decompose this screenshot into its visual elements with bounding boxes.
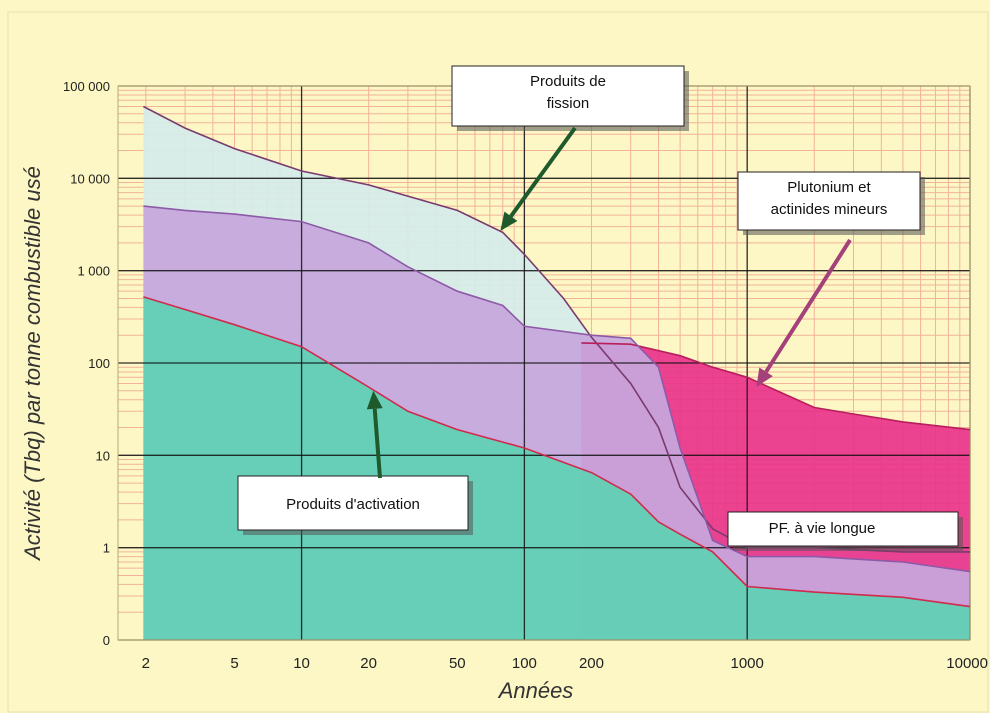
callout-text: Plutonium et bbox=[787, 179, 871, 196]
y-axis-title: Activité (Tbq) par tonne combustible usé bbox=[20, 166, 45, 562]
y-tick-label: 1 000 bbox=[77, 264, 110, 279]
annotation-callout: Produits de fission bbox=[451, 65, 689, 231]
y-tick-label: 100 000 bbox=[63, 79, 110, 94]
callout-arrow-shaft bbox=[509, 126, 577, 218]
series-line-3 bbox=[143, 296, 971, 608]
x-tick-label: 2 bbox=[142, 655, 150, 672]
callout-text: fission bbox=[547, 95, 590, 112]
callout-box bbox=[451, 65, 685, 127]
y-tick-label: 0 bbox=[103, 633, 110, 648]
callout-box bbox=[727, 511, 959, 547]
y-tick-label: 100 bbox=[88, 356, 110, 371]
callout-arrow-head bbox=[366, 390, 383, 410]
callout-box bbox=[737, 171, 921, 231]
series-line-1 bbox=[581, 342, 971, 431]
annotation-callout: Produits d'activation bbox=[237, 390, 473, 535]
callout-arrow-shaft bbox=[764, 238, 852, 373]
x-tick-label: 20 bbox=[360, 655, 377, 672]
callout-text: PF. à vie longue bbox=[769, 520, 876, 537]
x-axis-title: Années bbox=[497, 678, 574, 703]
y-tick-label: 10 000 bbox=[70, 171, 110, 186]
annotation-callout: PF. à vie longue bbox=[727, 511, 963, 551]
annotations: Produits de fission Plutonium et actinides … bbox=[237, 65, 963, 551]
series-line-2 bbox=[143, 205, 971, 573]
x-tick-label: 1000 bbox=[731, 655, 764, 672]
y-tick-label: 10 bbox=[96, 448, 110, 463]
callout-box bbox=[237, 475, 469, 531]
x-tick-label: 10 bbox=[293, 655, 310, 672]
callout-arrow-head bbox=[500, 211, 518, 231]
callout-text: Produits d'activation bbox=[286, 496, 420, 513]
callout-text: Produits de bbox=[530, 73, 606, 90]
area-3 bbox=[143, 296, 970, 640]
y-tick-label: 1 bbox=[103, 541, 110, 556]
callout-arrow-head bbox=[756, 367, 773, 387]
x-tick-label: 10000 bbox=[946, 655, 988, 672]
chart-frame bbox=[7, 11, 989, 713]
x-tick-label: 200 bbox=[579, 655, 604, 672]
tick-labels: 0 1 10 100 1 000 10 000 100 000 2 5 10 20 50 100 200 1… bbox=[63, 79, 988, 672]
callout-text: actinides mineurs bbox=[771, 201, 888, 218]
x-tick-label: 50 bbox=[449, 655, 466, 672]
x-tick-label: 5 bbox=[230, 655, 238, 672]
x-tick-label: 100 bbox=[512, 655, 537, 672]
callout-arrow-shaft bbox=[372, 408, 382, 479]
annotation-callout: Plutonium et actinides mineurs bbox=[737, 171, 925, 387]
